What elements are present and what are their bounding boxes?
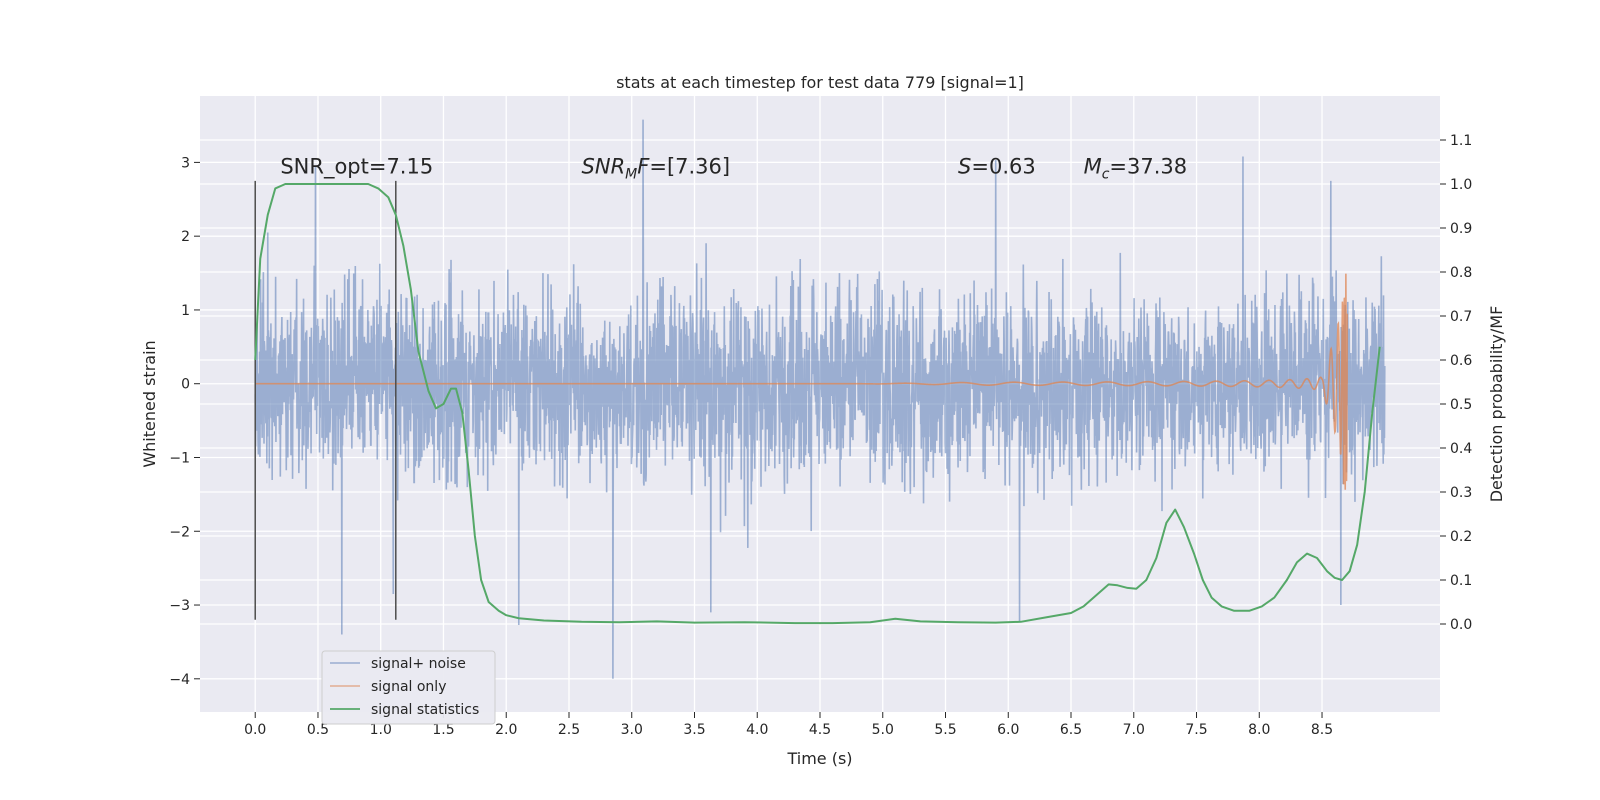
y2-axis-ticks: 1.1 1.0 0.9 0.8 0.7 0.6 0.5 0.4 0.3 0.2 0.1 0.0 bbox=[1440, 133, 1472, 633]
chart-title: stats at each timestep for test data 779… bbox=[616, 73, 1024, 92]
y-tick-label: −1 bbox=[169, 450, 190, 466]
y2-tick-label: 0.5 bbox=[1450, 397, 1472, 413]
x-tick-label: 1.5 bbox=[432, 722, 454, 738]
y2-tick-label: 0.1 bbox=[1450, 573, 1472, 589]
x-tick-label: 4.0 bbox=[746, 722, 768, 738]
x-tick-label: 5.5 bbox=[934, 722, 956, 738]
x-tick-label: 8.5 bbox=[1311, 722, 1333, 738]
annotation-mc-italic: M bbox=[1084, 154, 1102, 178]
y-tick-label: −4 bbox=[169, 672, 190, 688]
y2-tick-label: 0.0 bbox=[1450, 617, 1472, 633]
legend: signal+ noise signal only signal statist… bbox=[321, 650, 496, 725]
y2-axis-label: Detection probability/MF bbox=[1487, 306, 1506, 503]
x-axis-label: Time (s) bbox=[786, 749, 852, 768]
y-tick-label: 3 bbox=[181, 155, 190, 171]
x-axis-ticks: 0.0 0.5 1.0 1.5 2.0 2.5 3.0 3.5 4.0 4.5 5.0 5.5 6.0 6… bbox=[244, 712, 1333, 738]
x-tick-label: 6.0 bbox=[997, 722, 1019, 738]
y2-tick-label: 0.4 bbox=[1450, 441, 1472, 457]
annotation-snr-mf-italic: SNR bbox=[582, 154, 626, 178]
y-tick-label: 0 bbox=[181, 377, 190, 393]
annotation-snr-opt: SNR_opt=7.15 bbox=[280, 154, 433, 179]
annotation-snr-mf-sub: M bbox=[625, 166, 637, 182]
y-tick-label: 1 bbox=[181, 303, 190, 319]
x-tick-label: 6.5 bbox=[1060, 722, 1082, 738]
x-tick-label: 5.0 bbox=[872, 722, 894, 738]
y2-tick-label: 1.1 bbox=[1450, 133, 1472, 149]
annotation-s: S=0.63 bbox=[958, 154, 1036, 178]
annotation-mc-value: =37.38 bbox=[1109, 154, 1187, 178]
legend-box bbox=[321, 650, 496, 725]
marker-lines bbox=[254, 180, 397, 620]
annotation-s-italic: S bbox=[958, 154, 971, 178]
series-signal-only-line bbox=[255, 273, 1348, 490]
legend-label-signal-statistics: signal statistics bbox=[371, 702, 479, 718]
y-tick-label: −2 bbox=[169, 524, 190, 540]
x-tick-label: 1.0 bbox=[370, 722, 392, 738]
x-tick-label: 8.0 bbox=[1248, 722, 1270, 738]
legend-label-signal-noise: signal+ noise bbox=[371, 656, 466, 672]
y2-tick-label: 0.9 bbox=[1450, 221, 1472, 237]
y-axis-ticks: 3 2 1 0 −1 −2 −3 −4 bbox=[169, 155, 200, 688]
y-tick-label: −3 bbox=[169, 598, 190, 614]
x-tick-label: 0.0 bbox=[244, 722, 266, 738]
x-tick-label: 0.5 bbox=[307, 722, 329, 738]
y2-tick-label: 0.3 bbox=[1450, 485, 1472, 501]
x-tick-label: 4.5 bbox=[809, 722, 831, 738]
annotation-snr-mf-tail: F bbox=[637, 154, 650, 178]
annotation-mc-sub: c bbox=[1102, 166, 1110, 182]
series-signal-noise-line bbox=[254, 119, 1386, 679]
annotation-mc: Mc=37.38 bbox=[1084, 154, 1188, 182]
annotation-snr-mf-value: =[7.36] bbox=[649, 154, 730, 178]
legend-label-signal-only: signal only bbox=[371, 679, 446, 695]
y2-tick-label: 0.8 bbox=[1450, 265, 1472, 281]
x-tick-label: 2.5 bbox=[558, 722, 580, 738]
y-tick-label: 2 bbox=[181, 229, 190, 245]
x-tick-label: 7.5 bbox=[1185, 722, 1207, 738]
series-signal-statistics-line bbox=[254, 183, 1381, 625]
x-tick-label: 7.0 bbox=[1123, 722, 1145, 738]
y2-tick-label: 0.6 bbox=[1450, 353, 1472, 369]
y-axis-label: Whitened strain bbox=[140, 340, 159, 467]
x-tick-label: 3.0 bbox=[621, 722, 643, 738]
annotation-snr-mf: SNRMF=[7.36] bbox=[582, 154, 731, 182]
annotation-s-value: =0.63 bbox=[971, 154, 1035, 178]
y2-tick-label: 0.7 bbox=[1450, 309, 1472, 325]
y2-tick-label: 1.0 bbox=[1450, 177, 1472, 193]
x-tick-label: 3.5 bbox=[683, 722, 705, 738]
y2-tick-label: 0.2 bbox=[1450, 529, 1472, 545]
x-tick-label: 2.0 bbox=[495, 722, 517, 738]
